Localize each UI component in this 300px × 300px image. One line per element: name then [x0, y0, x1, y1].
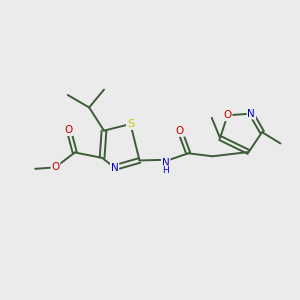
- Text: O: O: [65, 125, 73, 135]
- Text: O: O: [51, 162, 60, 172]
- Text: N: N: [162, 158, 170, 168]
- Text: S: S: [127, 119, 134, 129]
- Text: N: N: [111, 163, 119, 172]
- Text: N: N: [248, 109, 255, 118]
- Text: H: H: [162, 166, 169, 175]
- Text: O: O: [176, 126, 184, 136]
- Text: O: O: [224, 110, 232, 120]
